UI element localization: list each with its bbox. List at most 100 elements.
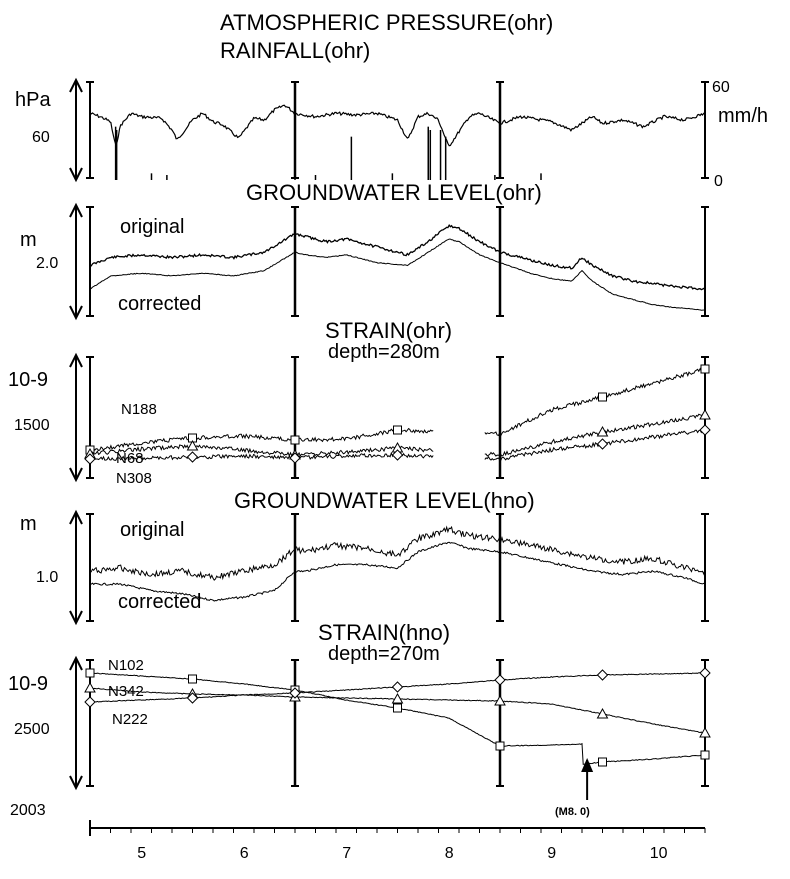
series-marker-n342	[391, 692, 404, 704]
series-marker-n222	[494, 674, 506, 686]
y-axis-arrow-down	[69, 467, 83, 483]
month-label: 9	[547, 845, 556, 862]
series-label-n188: N188	[121, 401, 157, 418]
y-tick-label: 1.0	[36, 569, 58, 586]
time-axis: 2003 5 6 7 8 9 10	[10, 802, 706, 862]
series-line-n188	[89, 367, 706, 452]
y-tick-label-left: 60	[32, 129, 50, 146]
panel-groundwater-hno: GROUNDWATER LEVEL(hno) m 1.0 original co…	[20, 488, 709, 626]
panel-frame	[69, 655, 709, 791]
series-marker-n102	[85, 668, 95, 678]
series-marker-n68	[186, 439, 199, 451]
panel-groundwater-ohr: GROUNDWATER LEVEL(ohr) m 2.0 original co…	[20, 180, 709, 321]
panel-series	[84, 667, 711, 767]
panel-frame	[69, 352, 709, 483]
series-marker-n222	[699, 667, 711, 679]
series-marker-n342	[494, 694, 506, 706]
panel-frame	[69, 202, 709, 321]
y-tick-label-right-top: 60	[712, 79, 730, 96]
series-marker-n308	[596, 438, 609, 450]
y-tick-label: 2500	[14, 721, 50, 738]
y-tick-label: 1500	[14, 417, 50, 434]
series-marker-n222	[84, 696, 96, 708]
series-marker-n188	[700, 364, 710, 374]
series-label-n68: N68	[116, 450, 144, 467]
y-tick-label: 2.0	[36, 255, 58, 272]
series-marker-n308	[186, 451, 199, 463]
panel-series	[84, 364, 711, 465]
year-label: 2003	[10, 802, 46, 819]
panel-frame	[69, 509, 709, 626]
y-axis-arrow-up	[69, 509, 83, 525]
y-axis-arrow-down	[69, 775, 83, 791]
series-label-corrected: corrected	[118, 591, 201, 613]
panel-title: STRAIN(hno)	[318, 620, 450, 645]
series-line-original	[89, 224, 706, 291]
series-marker-n102	[188, 674, 197, 684]
event-arrow	[581, 758, 594, 800]
series-label-n222: N222	[112, 711, 148, 728]
month-label: 6	[240, 845, 249, 862]
panel-title: GROUNDWATER LEVEL(ohr)	[246, 180, 542, 205]
series-line-n308	[89, 428, 706, 462]
series-marker-n222	[289, 687, 301, 699]
panel-series	[89, 104, 706, 180]
panel-title: GROUNDWATER LEVEL(hno)	[234, 488, 535, 513]
y-axis-arrow-down	[69, 305, 83, 321]
y-axis-label: m	[20, 229, 37, 251]
panel-series	[89, 525, 706, 602]
series-label-n102: N102	[108, 657, 144, 674]
series-line-corrected	[89, 541, 706, 602]
series-line-corrected	[89, 238, 706, 311]
series-label-n308: N308	[116, 470, 152, 487]
series-marker-n342	[596, 707, 609, 719]
event-arrow-head	[581, 758, 594, 772]
series-marker-n222	[391, 681, 404, 693]
month-label: 5	[137, 845, 146, 862]
y-axis-label-right: mm/h	[718, 105, 768, 127]
panel-atmospheric-pressure: ATMOSPHERIC PRESSURE(ohr) RAINFALL(ohr) …	[15, 10, 768, 190]
series-label-original: original	[120, 216, 184, 238]
series-label-n342: N342	[108, 683, 144, 700]
y-axis-label: 10-9	[8, 673, 48, 695]
panel-strain-ohr: STRAIN(ohr) depth=280m 10-9 1500 N188 N6…	[8, 318, 711, 487]
series-label-original: original	[120, 519, 184, 541]
series-marker-n188	[290, 435, 300, 445]
y-axis-arrow-up	[69, 202, 83, 218]
series-line-pressure	[89, 104, 706, 147]
series-marker-n342	[84, 681, 96, 693]
series-marker-n102	[700, 750, 710, 760]
month-label: 7	[342, 845, 351, 862]
panel-title: STRAIN(ohr)	[325, 318, 452, 343]
panel-title: ATMOSPHERIC PRESSURE(ohr)	[220, 10, 553, 35]
panel-subtitle: depth=270m	[328, 643, 440, 665]
y-axis-label-left: hPa	[15, 89, 51, 111]
series-marker-n102	[495, 741, 505, 751]
month-label: 10	[650, 845, 668, 862]
y-axis-arrow-up	[69, 77, 83, 93]
series-line-original	[89, 525, 706, 581]
series-marker-n342	[699, 726, 711, 738]
series-label-corrected: corrected	[118, 293, 201, 315]
month-label: 8	[445, 845, 454, 862]
y-axis-arrow-up	[69, 352, 83, 368]
series-line-n68	[89, 413, 706, 458]
series-marker-n308	[84, 453, 96, 465]
event-annotation-m8: (M8. 0)	[555, 806, 590, 818]
y-axis-label: 10-9	[8, 369, 48, 391]
y-axis-label: m	[20, 513, 37, 535]
series-marker-n308	[391, 449, 404, 461]
series-marker-n308	[699, 424, 711, 436]
series-marker-n188	[393, 425, 402, 435]
panel-series	[89, 224, 706, 311]
series-marker-n222	[596, 669, 609, 681]
panel-strain-hno: STRAIN(hno) depth=270m 10-9 2500 N102 N3…	[8, 620, 711, 818]
series-marker-n102	[393, 703, 402, 713]
series-marker-n188	[598, 392, 607, 402]
series-marker-n68	[596, 425, 609, 437]
panel-subtitle: depth=280m	[328, 341, 440, 363]
y-axis-arrow-down	[69, 610, 83, 626]
series-marker-n308	[289, 452, 301, 464]
panel-frame	[69, 77, 709, 183]
